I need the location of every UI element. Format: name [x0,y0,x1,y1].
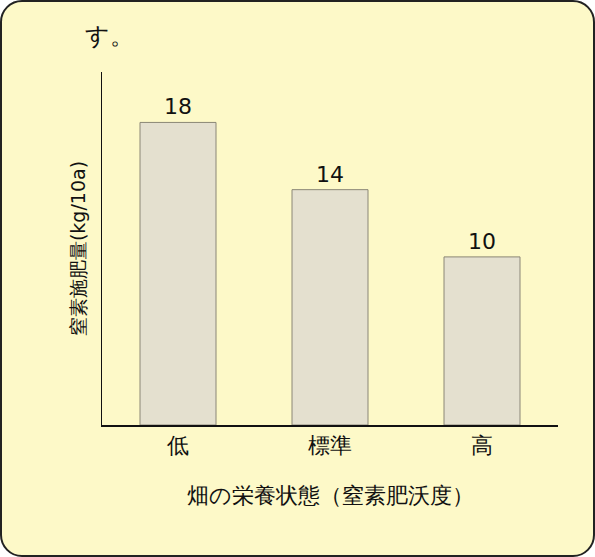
svg-text:18: 18 [164,94,192,119]
svg-text:10: 10 [468,229,496,254]
svg-text:標準: 標準 [308,433,352,458]
svg-text:窒素施肥量(kg/10a): 窒素施肥量(kg/10a) [67,161,89,336]
svg-text:す。: す。 [85,22,134,50]
svg-text:高: 高 [471,433,493,458]
svg-text:14: 14 [316,162,344,187]
svg-text:低: 低 [167,433,189,458]
svg-text:畑の栄養状態（窒素肥沃度）: 畑の栄養状態（窒素肥沃度） [187,483,474,508]
